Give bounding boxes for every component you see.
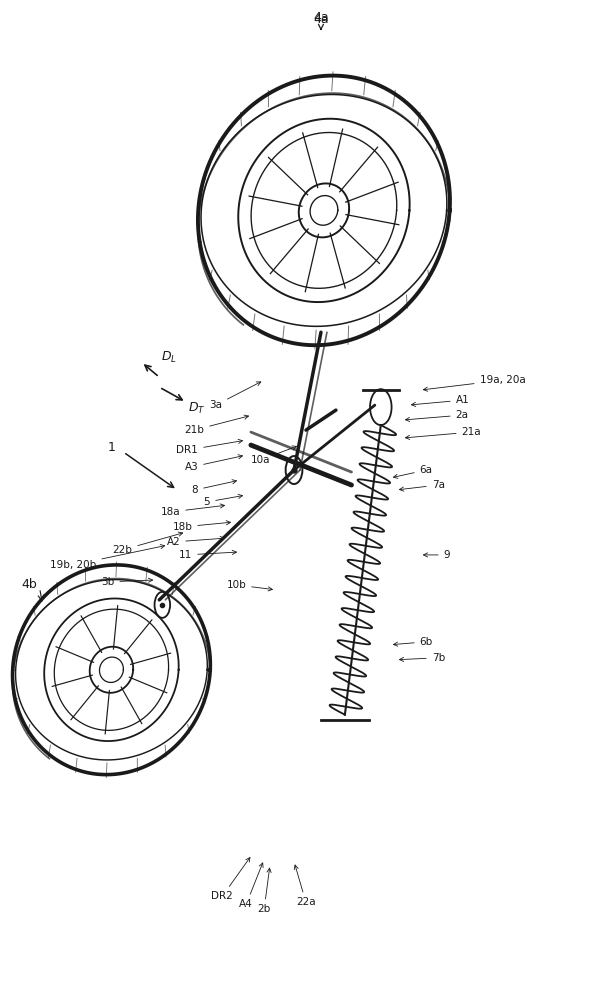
Text: 7a: 7a bbox=[400, 480, 445, 491]
Text: 2b: 2b bbox=[257, 868, 271, 914]
Text: 10b: 10b bbox=[226, 580, 272, 591]
Text: 4b: 4b bbox=[22, 578, 37, 591]
Text: DR2: DR2 bbox=[211, 858, 250, 901]
Text: 3b: 3b bbox=[101, 577, 152, 587]
Text: $D_T$: $D_T$ bbox=[188, 401, 206, 416]
Text: 6a: 6a bbox=[394, 465, 433, 478]
Text: 6b: 6b bbox=[394, 637, 433, 647]
Text: 18b: 18b bbox=[172, 521, 230, 532]
Text: 18a: 18a bbox=[161, 504, 224, 517]
Text: A3: A3 bbox=[184, 455, 242, 472]
Text: A1: A1 bbox=[412, 395, 469, 406]
Text: 11: 11 bbox=[179, 550, 236, 560]
Text: 10a: 10a bbox=[251, 446, 296, 465]
Text: 22b: 22b bbox=[113, 532, 182, 555]
Text: 9: 9 bbox=[424, 550, 450, 560]
Text: 1: 1 bbox=[107, 441, 115, 454]
Text: $D_L$: $D_L$ bbox=[161, 350, 177, 365]
Text: 7b: 7b bbox=[400, 653, 445, 663]
Text: 4a: 4a bbox=[313, 13, 329, 29]
Text: 2a: 2a bbox=[406, 410, 469, 422]
Text: A4: A4 bbox=[239, 863, 263, 909]
Text: 22a: 22a bbox=[294, 865, 316, 907]
Text: 3a: 3a bbox=[209, 382, 261, 410]
Text: 19b, 20b: 19b, 20b bbox=[50, 545, 164, 570]
Text: 4a: 4a bbox=[313, 11, 329, 24]
Text: 21a: 21a bbox=[406, 427, 481, 439]
Text: DR1: DR1 bbox=[176, 439, 242, 455]
Text: 21b: 21b bbox=[184, 415, 248, 435]
Text: 5: 5 bbox=[203, 494, 242, 507]
Text: 8: 8 bbox=[191, 480, 236, 495]
Text: 19a, 20a: 19a, 20a bbox=[424, 375, 526, 391]
Text: A2: A2 bbox=[167, 536, 224, 547]
